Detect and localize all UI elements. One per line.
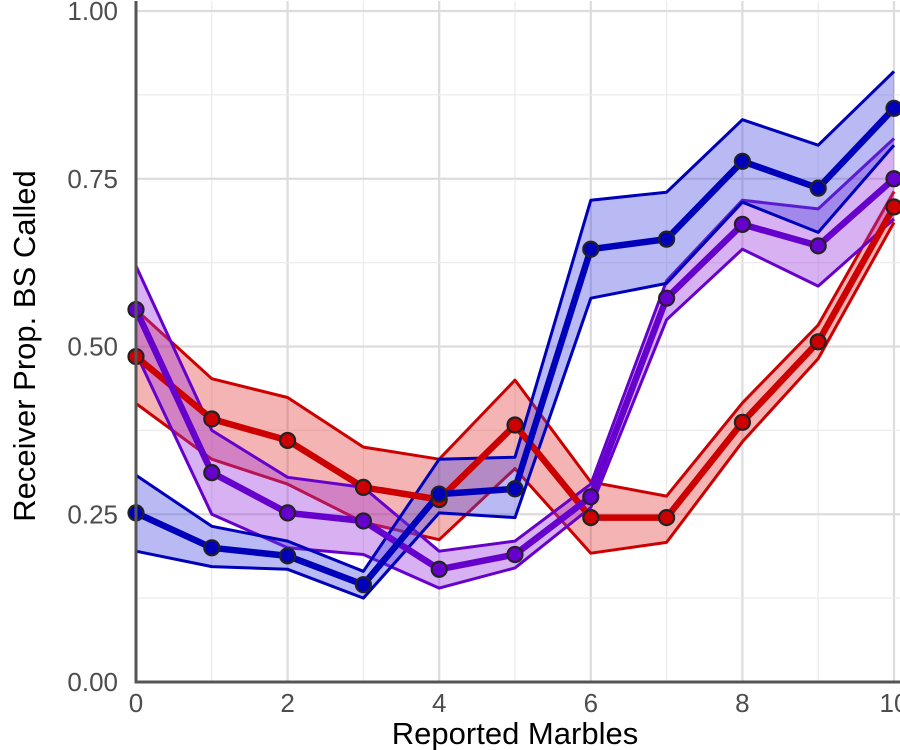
data-point-1	[279, 504, 297, 522]
band-upper-edge-1	[134, 137, 896, 553]
data-point-1	[582, 488, 600, 506]
y-tick-label: 0.75	[67, 164, 118, 194]
x-tick-label: 6	[584, 688, 598, 718]
band-upper-edge-2	[135, 70, 896, 573]
y-axis-title: Receiver Prop. BS Called	[7, 170, 42, 522]
data-point-0	[203, 410, 221, 428]
data-point-1	[506, 545, 524, 564]
data-point-1	[354, 512, 372, 530]
data-point-2	[809, 179, 827, 197]
data-point-0	[733, 413, 752, 431]
x-tick-label: 4	[432, 688, 446, 718]
data-point-0	[354, 478, 372, 497]
y-tick-label: 0.25	[67, 499, 118, 529]
data-point-2	[582, 240, 600, 258]
y-tick-label: 0.50	[67, 332, 118, 362]
x-tick-label: 2	[280, 688, 294, 718]
x-tick-label: 10	[880, 688, 900, 718]
data-point-1	[430, 560, 448, 578]
y-tick-label: 0.00	[67, 667, 118, 697]
confidence-band-1	[136, 138, 894, 589]
data-point-1	[885, 170, 900, 188]
data-point-2	[506, 480, 524, 498]
data-point-2	[279, 547, 297, 565]
x-axis-title: Reported Marbles	[392, 716, 638, 750]
data-point-0	[885, 198, 900, 216]
x-tick-label: 8	[735, 688, 749, 718]
grid	[134, 1, 900, 684]
data-point-0	[657, 509, 676, 527]
data-points	[127, 99, 900, 594]
data-point-0	[582, 509, 600, 527]
band-lower-edge-0	[135, 221, 896, 555]
axes	[134, 1, 900, 684]
data-point-2	[203, 539, 221, 557]
tick-labels: 0 2 4 6 8 10 0.00 0.25 0.50 0.75 1.00	[67, 0, 900, 718]
data-point-1	[733, 215, 752, 233]
band-lower-edge-2	[135, 144, 896, 600]
data-point-2	[430, 485, 448, 503]
data-point-1	[203, 464, 221, 482]
x-tick-label: 0	[129, 688, 143, 718]
data-point-1	[657, 289, 676, 307]
data-point-2	[354, 576, 372, 594]
data-point-0	[506, 416, 524, 434]
data-point-0	[279, 431, 297, 450]
data-point-2	[885, 99, 900, 117]
y-tick-label: 1.00	[67, 0, 118, 26]
data-point-2	[733, 152, 752, 170]
data-point-0	[809, 333, 827, 351]
band-upper-edge-0	[134, 190, 896, 498]
data-point-1	[809, 237, 827, 255]
data-point-2	[657, 230, 676, 248]
